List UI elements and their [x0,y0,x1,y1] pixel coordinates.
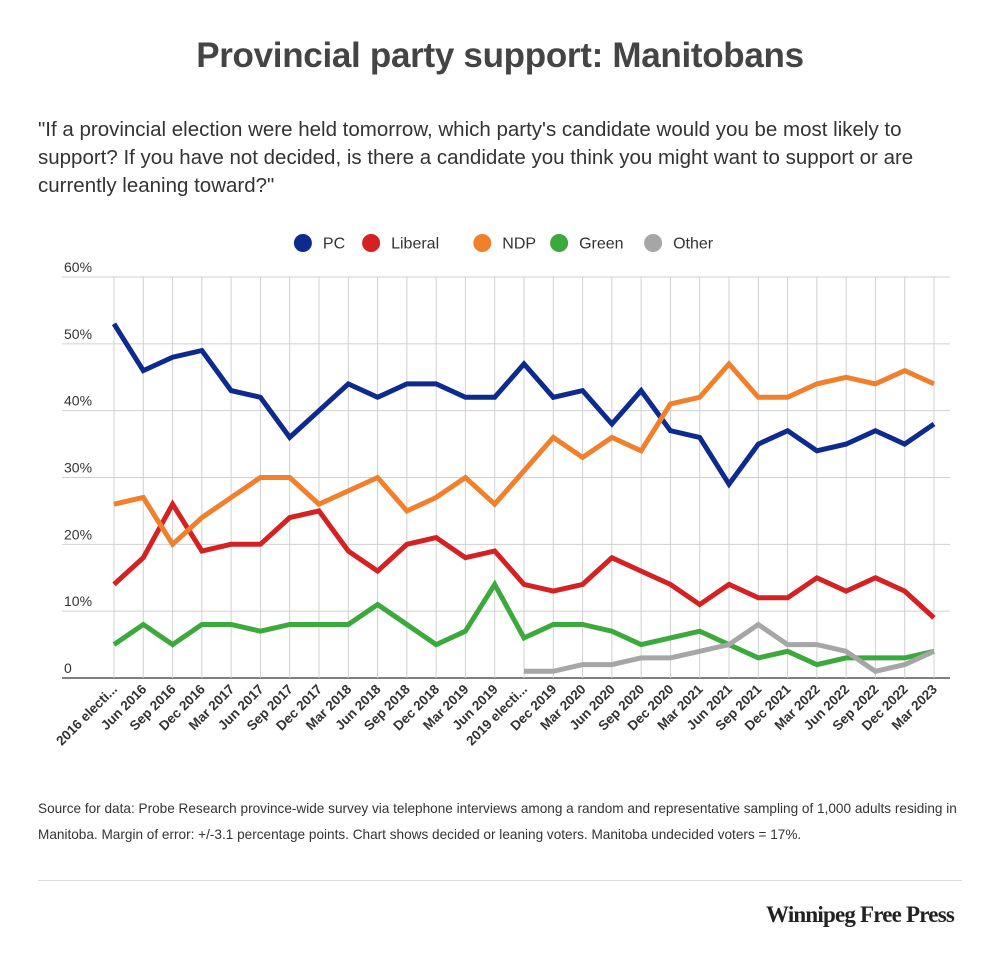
divider [38,880,962,881]
legend-label-liberal: Liberal [391,236,439,253]
series-line-pc [111,322,936,489]
legend-swatch-other [644,234,663,252]
legend-label-ndp: NDP [502,236,536,253]
series-line-ndp [113,360,936,549]
legend-swatch-ndp [473,234,492,252]
series-line-green [112,579,935,668]
grid [62,276,950,679]
series-lines [111,322,936,674]
source-note: Source for data: Probe Research province… [38,801,957,842]
legend-swatch-pc [293,234,312,252]
legend-swatch-liberal [362,234,381,252]
line-chart: PC Liberal NDP Green Other 0 10% 20% 30% 40% 50% 6… [53,234,950,748]
legend-label-green: Green [579,236,623,253]
y-tick-label: 40% [64,393,92,409]
y-tick-label: 30% [64,460,92,476]
y-tick-label: 60% [64,259,92,275]
legend-swatch-green [550,234,569,252]
y-tick-label: 50% [64,326,92,342]
legend-label-other: Other [673,236,714,253]
chart-subtitle: "If a provincial election were held tomo… [38,118,914,197]
legend: PC Liberal NDP Green Other [293,234,714,253]
y-tick-label: 0 [64,660,72,676]
y-tick-label: 20% [64,526,92,542]
chart-title: Provincial party support: Manitobans [196,36,804,75]
series-line-liberal [112,499,936,620]
y-tick-label: 10% [64,593,92,609]
legend-label-pc: PC [323,236,345,253]
series-line-other [524,621,936,674]
brand-logo: Winnipeg Free Press [766,902,955,927]
y-axis-ticks: 0 10% 20% 30% 40% 50% 60% [64,259,92,676]
